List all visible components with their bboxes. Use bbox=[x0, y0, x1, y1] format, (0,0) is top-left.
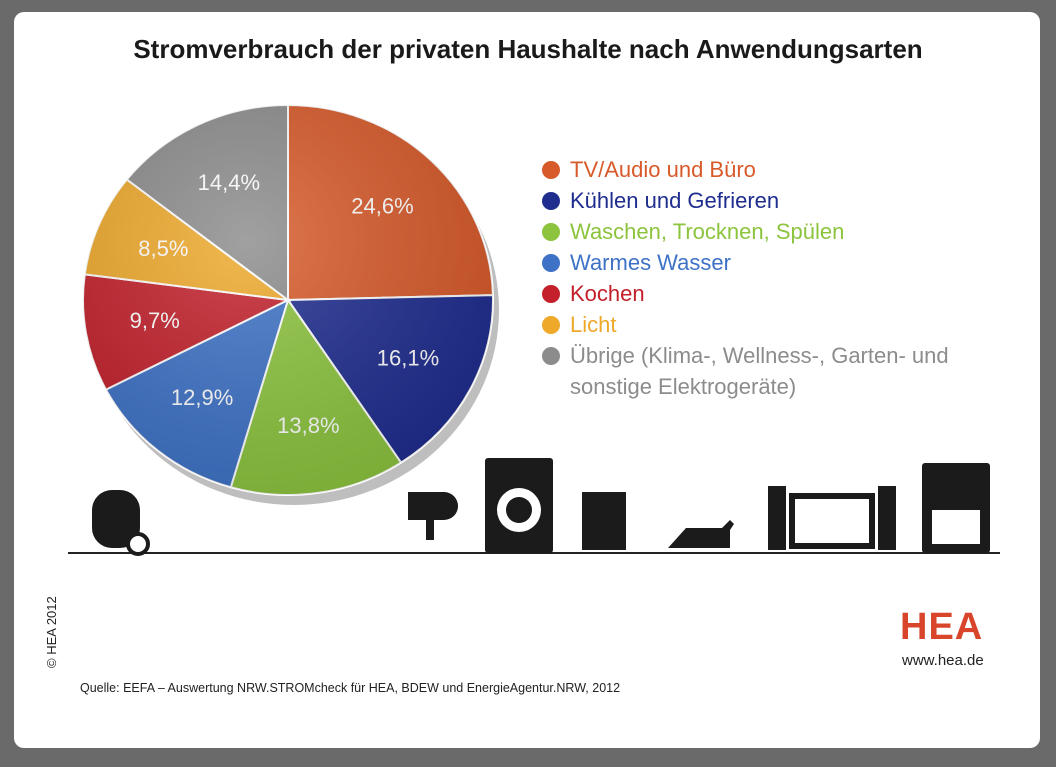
legend-item: Licht bbox=[538, 309, 978, 340]
speaker-right bbox=[878, 486, 896, 550]
legend-swatch bbox=[542, 347, 560, 365]
legend-label: Warmes Wasser bbox=[570, 250, 731, 275]
pie-shine bbox=[83, 105, 493, 495]
pie: 24,6%16,1%13,8%12,9%9,7%8,5%14,4% bbox=[82, 103, 499, 505]
legend-swatch bbox=[542, 254, 560, 272]
legend-item: TV/Audio und Büro bbox=[538, 154, 978, 185]
legend-item: Kühlen und Gefrieren bbox=[538, 185, 978, 216]
washer-drum bbox=[506, 497, 532, 523]
legend-swatch bbox=[542, 285, 560, 303]
legend-label: Kochen bbox=[570, 281, 645, 306]
speaker-left bbox=[768, 486, 786, 550]
copyright: © HEA 2012 bbox=[44, 596, 59, 668]
legend-swatch bbox=[542, 223, 560, 241]
legend-label: Kühlen und Gefrieren bbox=[570, 188, 780, 213]
legend-item: Waschen, Trocknen, Spülen bbox=[538, 216, 978, 247]
chart-title: Stromverbrauch der privaten Haushalte na… bbox=[133, 34, 923, 64]
legend: TV/Audio und Büro Kühlen und Gefrieren Was… bbox=[538, 154, 978, 402]
appliance-icons bbox=[92, 458, 990, 556]
website: www.hea.de bbox=[902, 652, 984, 669]
oven-window bbox=[932, 510, 980, 544]
legend-swatch bbox=[542, 192, 560, 210]
legend-swatch bbox=[542, 161, 560, 179]
vacuum-icon bbox=[92, 490, 140, 548]
legend-label: Übrige (Klima-, Wellness-, Garten- und s… bbox=[570, 343, 949, 399]
logo: HEA bbox=[900, 606, 984, 648]
source-note: Quelle: EEFA – Auswertung NRW.STROMcheck… bbox=[80, 681, 621, 695]
legend-label: Waschen, Trocknen, Spülen bbox=[570, 219, 845, 244]
legend-swatch bbox=[542, 316, 560, 334]
legend-item: Kochen bbox=[538, 278, 978, 309]
legend-item: Übrige (Klima-, Wellness-, Garten- und s… bbox=[538, 340, 978, 402]
legend-label: Licht bbox=[570, 312, 617, 337]
tv-icon bbox=[789, 493, 875, 549]
vacuum-wheel bbox=[126, 532, 150, 556]
hairdryer-icon bbox=[408, 492, 458, 540]
legend-label: TV/Audio und Büro bbox=[570, 157, 756, 182]
iron-icon bbox=[668, 520, 734, 548]
coffee-icon bbox=[582, 492, 626, 550]
legend-item: Warmes Wasser bbox=[538, 247, 978, 278]
